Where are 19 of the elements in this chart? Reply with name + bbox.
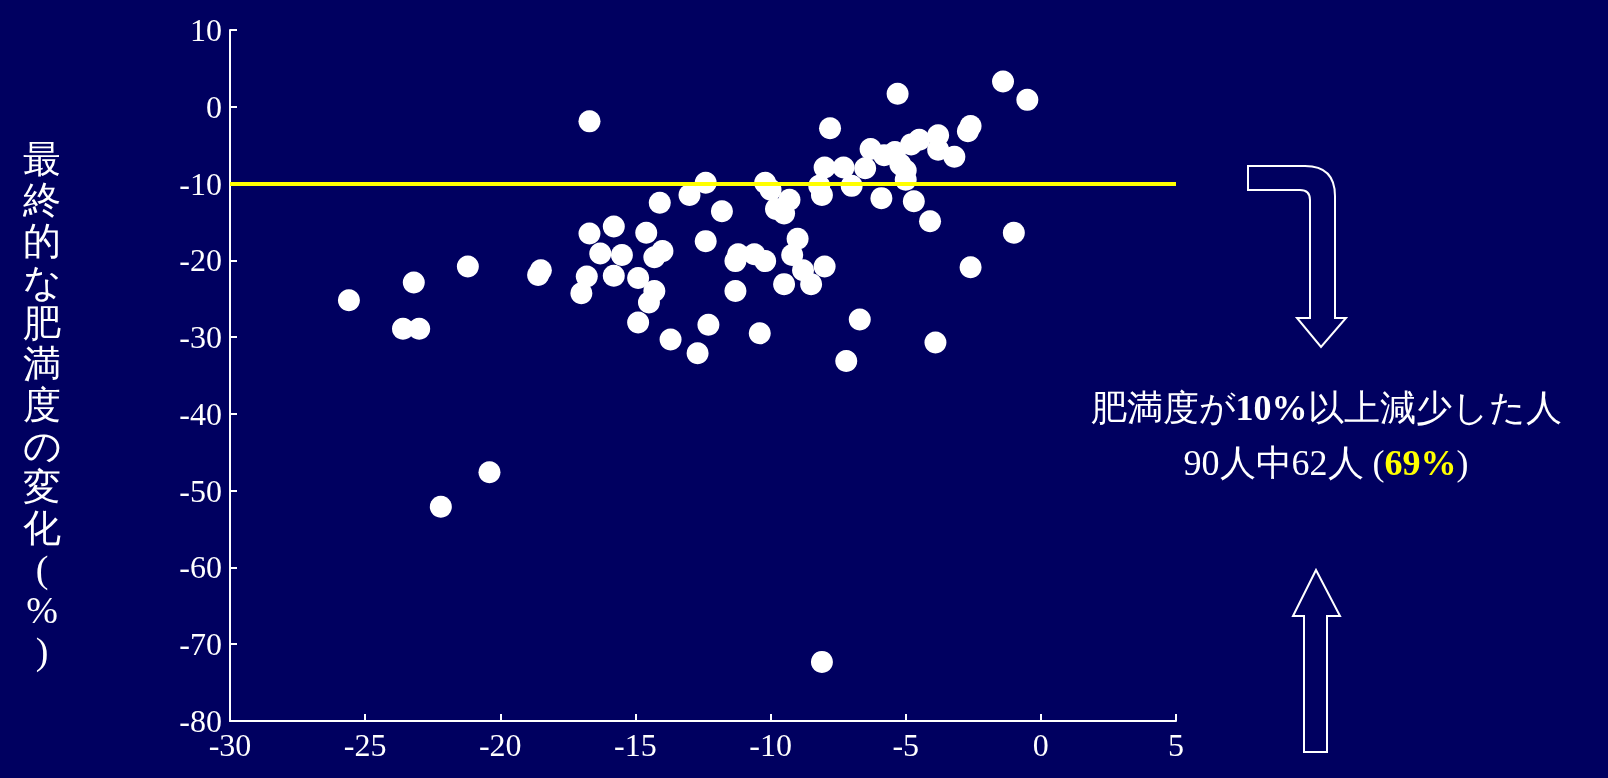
y-tick-label: -30 [179, 319, 222, 356]
annotation: 肥満度が10%以上減少した人 [1090, 388, 1562, 428]
y-tick-label: -60 [179, 549, 222, 586]
text: 90人中62人 (69%) [1183, 443, 1469, 483]
x-tick-label: -25 [343, 727, 387, 763]
x-tick-label: 0 [1032, 727, 1049, 763]
y-tick-label: -40 [179, 395, 222, 432]
x-tick-label: 5 [1168, 727, 1184, 763]
y-tick-label: -50 [179, 472, 222, 509]
x-tick-label: -5 [892, 727, 920, 763]
y-tick-label: -70 [179, 626, 222, 663]
y-tick-label: 0 [206, 88, 222, 125]
x-tick-label: -15 [614, 727, 657, 763]
y-tick-label: 10 [190, 12, 222, 48]
text: 最終的な肥満度の変化(%) [22, 138, 62, 672]
y-tick-label: -20 [179, 242, 222, 279]
x-tick-label: -10 [749, 727, 792, 763]
x-tick-label: -20 [478, 727, 522, 763]
y-tick-label: -10 [179, 165, 222, 202]
